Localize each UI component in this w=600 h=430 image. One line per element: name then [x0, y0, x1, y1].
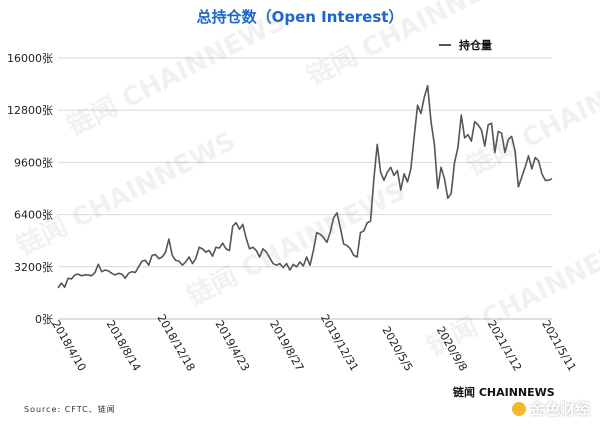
x-tick-label: 2019/12/31	[318, 312, 361, 373]
brand-logo-text: 链闻 CHAINNEWS	[453, 386, 555, 399]
x-tick-label: 2018/4/10	[49, 318, 88, 373]
y-tick-label: 3200张	[14, 261, 53, 274]
x-tick-label: 2019/4/23	[213, 318, 252, 373]
legend-label: 持仓量	[459, 38, 492, 52]
y-tick-label: 0张	[35, 313, 53, 326]
y-tick-label: 16000张	[7, 52, 53, 65]
corner-logo: 金色财经	[511, 398, 590, 419]
chart-title: 总持仓数（Open Interest）	[197, 8, 404, 26]
y-tick-label: 9600张	[14, 156, 53, 169]
x-axis-ticks: 2018/4/10 2018/8/14 2018/12/18 2019/4/23 201…	[49, 312, 578, 373]
x-tick-label: 2019/8/27	[267, 318, 306, 373]
y-axis-ticks: 0张 3200张 6400张 9600张 12800张 16000张	[7, 52, 53, 326]
corner-logo-text: 金色财经	[529, 400, 590, 418]
x-tick-label: 2021/1/12	[485, 318, 524, 373]
x-tick-label: 2021/5/11	[539, 318, 578, 373]
y-tick-label: 12800张	[7, 104, 53, 117]
y-tick-label: 6400张	[14, 209, 53, 222]
source-note: Source: CFTC、链闻	[24, 405, 116, 414]
x-tick-label: 2020/9/8	[434, 324, 470, 373]
x-tick-label: 2020/5/5	[379, 324, 415, 373]
legend: 持仓量	[439, 38, 492, 52]
x-tick-label: 2018/8/14	[104, 318, 143, 373]
series-line-open-interest	[57, 84, 553, 289]
x-tick-label: 2018/12/18	[155, 312, 198, 373]
logo-icon	[511, 401, 526, 416]
grid-lines	[58, 57, 552, 320]
